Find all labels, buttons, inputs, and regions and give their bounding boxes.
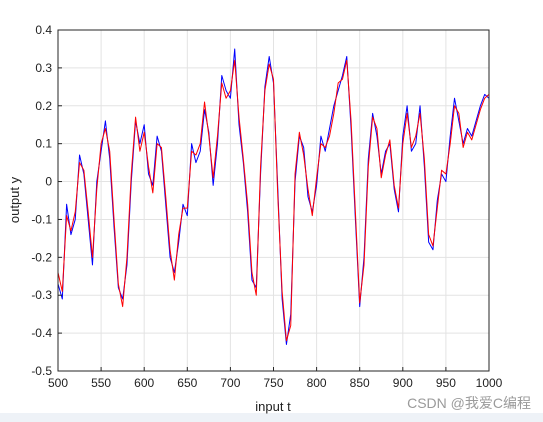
x-tick-label: 850 xyxy=(350,376,370,390)
watermark-text: CSDN @我爱C编程 xyxy=(407,395,531,411)
x-tick-label: 800 xyxy=(307,376,327,390)
bottom-strip xyxy=(0,413,543,422)
y-tick-label: -0.3 xyxy=(31,288,52,302)
y-axis-ticks: -0.5 -0.4 -0.3 -0.2 -0.1 0 0.1 0.2 0.3 0.4 xyxy=(31,23,62,378)
x-tick-label: 500 xyxy=(48,376,68,390)
y-tick-label: 0.3 xyxy=(35,61,52,75)
x-tick-label: 750 xyxy=(263,376,283,390)
x-tick-label: 650 xyxy=(177,376,197,390)
x-tick-label: 1000 xyxy=(476,376,503,390)
y-tick-label: 0.2 xyxy=(35,99,52,113)
x-axis-label: input t xyxy=(255,399,291,414)
x-tick-label: 600 xyxy=(134,376,154,390)
y-axis-label: output y xyxy=(7,176,22,223)
y-tick-label: -0.2 xyxy=(31,250,52,264)
x-axis-ticks: 500 550 600 650 700 750 800 850 900 950 1000 xyxy=(48,367,503,390)
series-layer xyxy=(57,48,490,345)
y-tick-label: 0.4 xyxy=(35,23,52,37)
y-tick-label: 0 xyxy=(45,175,52,189)
y-tick-label: -0.1 xyxy=(31,212,52,226)
y-tick-label: -0.4 xyxy=(31,326,52,340)
y-tick-label: -0.5 xyxy=(31,364,52,378)
x-tick-label: 550 xyxy=(91,376,111,390)
x-tick-label: 950 xyxy=(436,376,456,390)
x-tick-label: 700 xyxy=(220,376,240,390)
y-tick-label: 0.1 xyxy=(35,137,52,151)
x-tick-label: 900 xyxy=(393,376,413,390)
series-line-red xyxy=(57,59,490,342)
